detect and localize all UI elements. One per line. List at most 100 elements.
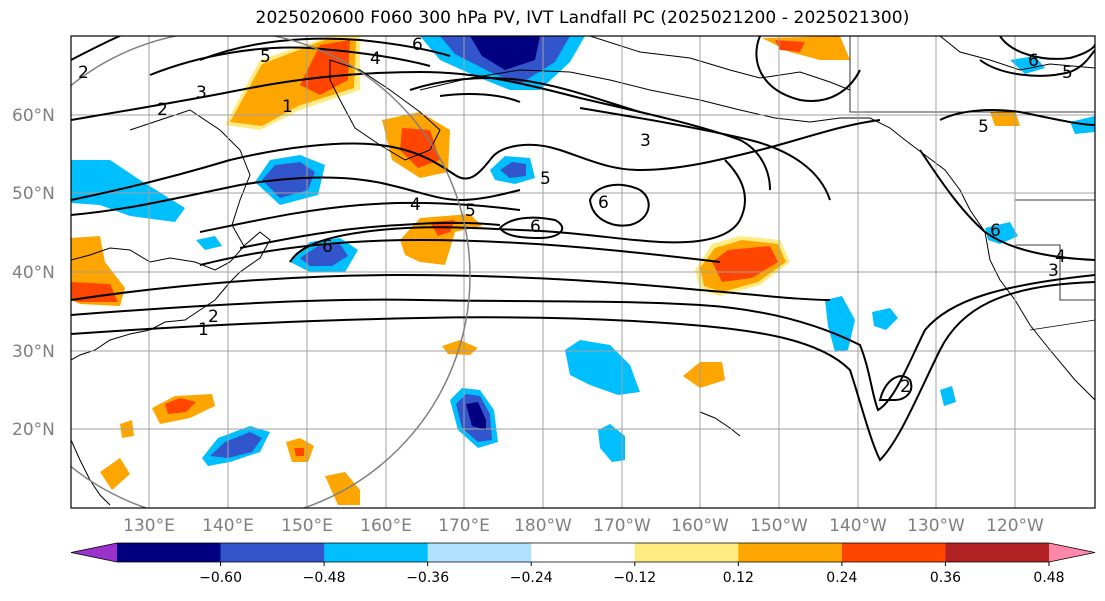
colorbar-segment bbox=[531, 543, 636, 562]
colorbar-tick-label: −0.36 bbox=[406, 570, 449, 586]
contour-line bbox=[71, 274, 1095, 412]
lat-label: 60°N bbox=[12, 106, 55, 126]
colorbar-outline bbox=[70, 542, 1096, 563]
colorbar-tick-label: 0.48 bbox=[1033, 570, 1064, 586]
contour-label: 5 bbox=[1062, 63, 1073, 83]
negative-anomaly-region bbox=[500, 162, 526, 178]
negative-anomaly-region bbox=[196, 236, 222, 250]
lon-label: 130°W bbox=[907, 516, 965, 536]
contour-label: 3 bbox=[640, 131, 651, 151]
positive-anomaly-region bbox=[294, 448, 304, 456]
contour-line bbox=[588, 183, 650, 227]
colorbar-segment bbox=[117, 543, 222, 562]
contour-label: 5 bbox=[260, 47, 271, 67]
negative-anomaly-region bbox=[940, 386, 956, 406]
contour-line bbox=[71, 119, 881, 201]
positive-anomaly-region bbox=[325, 472, 360, 505]
contour-line bbox=[979, 49, 1095, 77]
contour-line bbox=[579, 107, 831, 201]
contour-line bbox=[289, 159, 746, 263]
lon-label: 170°W bbox=[593, 516, 651, 536]
colorbar-tick-label: −0.12 bbox=[613, 570, 656, 586]
coastline bbox=[71, 231, 271, 361]
positive-anomaly-region bbox=[683, 362, 725, 388]
negative-anomaly-region bbox=[470, 36, 540, 70]
contour-label: 4 bbox=[410, 195, 421, 215]
positive-anomaly-region bbox=[71, 282, 118, 302]
positive-anomaly-region bbox=[165, 398, 196, 414]
boundary-line bbox=[1029, 319, 1095, 331]
contour-line bbox=[755, 36, 861, 102]
coastline bbox=[129, 109, 251, 249]
contour-line bbox=[878, 375, 913, 401]
contour-label-group: 2 3 4 5 6 1 3 5 6 6 4 5 6 2 1 2 5 6 5 6 bbox=[78, 35, 1073, 397]
contour-label: 6 bbox=[990, 221, 1001, 241]
contour-label: 5 bbox=[465, 201, 476, 221]
colorbar-segment bbox=[220, 543, 325, 562]
lon-label: 150°E bbox=[281, 516, 333, 536]
coastline bbox=[419, 69, 1095, 401]
colorbar-tick-label: −0.48 bbox=[303, 570, 346, 586]
colorbar-segment bbox=[634, 543, 739, 562]
lon-label: 160°W bbox=[671, 516, 729, 536]
contour-label: 2 bbox=[157, 100, 168, 120]
contour-label: 1 bbox=[282, 97, 293, 117]
contour-label: 6 bbox=[598, 193, 609, 213]
colorbar-segment bbox=[945, 543, 1050, 562]
contour-label: 6 bbox=[322, 237, 333, 257]
contour-line bbox=[149, 46, 431, 76]
negative-anomaly-region bbox=[262, 162, 315, 198]
coastlines bbox=[71, 36, 1095, 506]
colorbar-segment bbox=[427, 543, 532, 562]
lon-label: 150°W bbox=[750, 516, 808, 536]
negative-anomaly-region bbox=[985, 222, 1018, 244]
lon-label: 140°E bbox=[202, 516, 254, 536]
colorbar-segment bbox=[841, 543, 946, 562]
contour-label: 3 bbox=[196, 83, 207, 103]
contour-line bbox=[71, 281, 1095, 462]
colorbar-segment bbox=[324, 543, 429, 562]
contour-label: 6 bbox=[1028, 51, 1039, 71]
contour-label: 4 bbox=[370, 49, 381, 69]
negative-anomaly-region bbox=[300, 244, 348, 266]
lon-label: 130°E bbox=[123, 516, 175, 536]
contour-label: 5 bbox=[540, 169, 551, 189]
colorbar-segment bbox=[738, 543, 843, 562]
contour-line bbox=[239, 221, 501, 249]
negative-anomaly-region bbox=[466, 402, 486, 430]
contour-line bbox=[199, 37, 451, 61]
contour-line bbox=[71, 176, 521, 216]
contour-label: 4 bbox=[1055, 247, 1066, 267]
contour-label: 6 bbox=[530, 217, 541, 237]
map-frame bbox=[70, 35, 1096, 509]
ivt-contours bbox=[71, 36, 1095, 462]
contour-label: 6 bbox=[412, 35, 423, 55]
positive-anomaly-region bbox=[775, 40, 805, 52]
lon-label: 160°E bbox=[360, 516, 412, 536]
contour-line bbox=[199, 238, 721, 266]
contour-line bbox=[409, 77, 641, 113]
negative-anomaly-region bbox=[872, 308, 898, 330]
colorbar-extend-high bbox=[1049, 543, 1095, 562]
longitude-labels: 130°E 140°E 150°E 160°E 170°E 180°W 170°… bbox=[123, 516, 1044, 536]
contour-line bbox=[71, 70, 771, 191]
negative-anomaly-region bbox=[598, 424, 625, 462]
contour-line bbox=[498, 216, 564, 240]
lat-label: 20°N bbox=[12, 420, 55, 440]
contour-line bbox=[71, 36, 121, 61]
colorbar-tick-label: −0.24 bbox=[510, 570, 553, 586]
lon-label: 120°W bbox=[986, 516, 1044, 536]
colorbar-tick-label: 0.36 bbox=[930, 570, 961, 586]
colorbar-tick-label: −0.60 bbox=[199, 570, 242, 586]
negative-anomaly-region bbox=[1010, 56, 1045, 74]
map-panel: 2 3 4 5 6 1 3 5 6 6 4 5 6 2 1 2 5 6 5 6 bbox=[70, 35, 1096, 509]
negative-anomaly-region bbox=[565, 340, 640, 395]
colorbar-tick-label: 0.12 bbox=[723, 570, 754, 586]
map-title: 2025020600 F060 300 hPa PV, IVT Landfall… bbox=[255, 8, 910, 28]
negative-anomaly-region bbox=[210, 432, 262, 458]
colorbar-tick-label: 0.24 bbox=[826, 570, 857, 586]
contour-label: 1 bbox=[198, 320, 209, 340]
lon-label: 140°W bbox=[829, 516, 887, 536]
lon-label: 170°E bbox=[438, 516, 490, 536]
